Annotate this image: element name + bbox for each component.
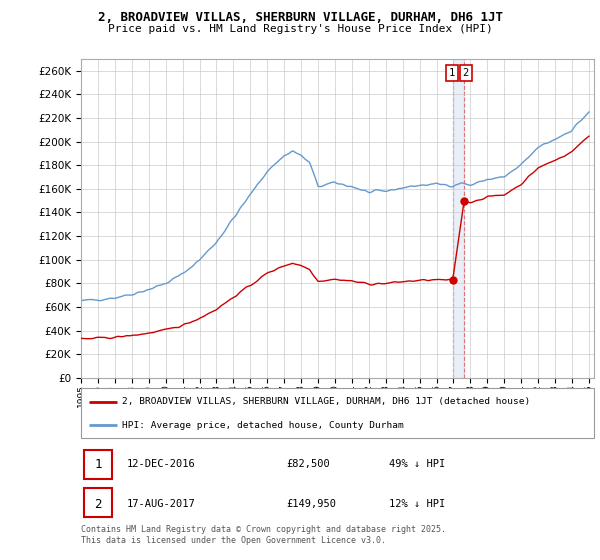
Text: £82,500: £82,500 (286, 459, 330, 469)
Bar (452, 59, 464, 378)
Text: 49% ↓ HPI: 49% ↓ HPI (389, 459, 445, 469)
Text: £149,950: £149,950 (286, 499, 336, 509)
Text: HPI: Average price, detached house, County Durham: HPI: Average price, detached house, Coun… (122, 421, 404, 430)
Text: Contains HM Land Registry data © Crown copyright and database right 2025.
This d: Contains HM Land Registry data © Crown c… (81, 525, 446, 545)
Text: 2, BROADVIEW VILLAS, SHERBURN VILLAGE, DURHAM, DH6 1JT (detached house): 2, BROADVIEW VILLAS, SHERBURN VILLAGE, D… (122, 397, 530, 406)
Text: Price paid vs. HM Land Registry's House Price Index (HPI): Price paid vs. HM Land Registry's House … (107, 24, 493, 34)
Text: 1: 1 (94, 458, 101, 470)
Text: 17-AUG-2017: 17-AUG-2017 (127, 499, 196, 509)
Text: 2, BROADVIEW VILLAS, SHERBURN VILLAGE, DURHAM, DH6 1JT: 2, BROADVIEW VILLAS, SHERBURN VILLAGE, D… (97, 11, 503, 24)
Text: 2: 2 (94, 498, 101, 511)
Text: 2: 2 (463, 68, 469, 78)
Text: 1: 1 (449, 68, 455, 78)
Text: 12% ↓ HPI: 12% ↓ HPI (389, 499, 445, 509)
FancyBboxPatch shape (83, 450, 112, 479)
FancyBboxPatch shape (83, 488, 112, 517)
FancyBboxPatch shape (81, 388, 594, 438)
Text: 12-DEC-2016: 12-DEC-2016 (127, 459, 196, 469)
